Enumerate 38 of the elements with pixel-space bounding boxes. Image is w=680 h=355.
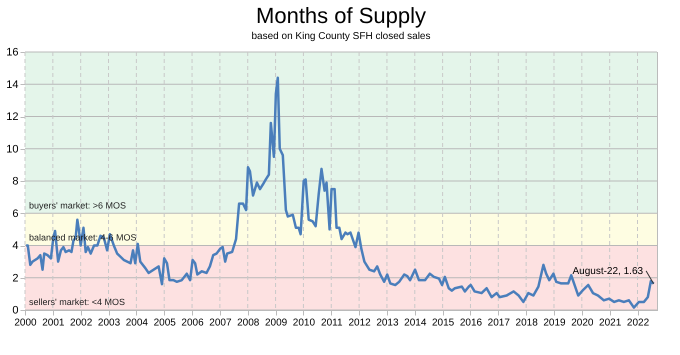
- x-tick-label: 2014: [404, 318, 427, 328]
- line-series: [24, 76, 655, 309]
- x-tick-label: 2007: [209, 318, 232, 328]
- x-tick-label: 2002: [70, 318, 93, 328]
- x-tick-label: 2001: [42, 318, 65, 328]
- y-tick-label: 2: [12, 272, 18, 284]
- x-tick-label: 2006: [181, 318, 204, 328]
- y-tick-label: 8: [12, 176, 18, 188]
- x-tick-label: 2022: [626, 318, 650, 328]
- x-tick-label: 2009: [264, 318, 288, 328]
- y-tick-label: 10: [6, 143, 18, 156]
- x-tick-label: 2016: [460, 318, 483, 328]
- x-tick-label: 2021: [599, 318, 622, 328]
- x-tick-label: 2003: [98, 318, 121, 328]
- band-label: sellers' market: <4 MOS: [29, 297, 125, 307]
- y-tick-label: 12: [6, 111, 18, 123]
- y-tick-label: 14: [6, 78, 18, 91]
- y-tick-label: 4: [12, 240, 18, 252]
- chart-title: Months of Supply: [256, 3, 426, 28]
- x-tick-label: 2004: [126, 318, 148, 328]
- y-tick-label: 16: [6, 46, 18, 58]
- x-tick-label: 2012: [348, 318, 372, 328]
- x-tick-label: 2013: [376, 318, 399, 328]
- annotation: August-22, 1.63: [572, 266, 644, 277]
- band-label: buyers' market: >6 MOS: [29, 200, 126, 210]
- x-tick-label: 2000: [14, 318, 38, 328]
- x-tick-label: 2020: [571, 318, 594, 328]
- y-tick-label: 6: [12, 208, 18, 220]
- x-tick-label: 2017: [488, 318, 510, 328]
- x-tick-label: 2010: [292, 318, 316, 328]
- y-tick-label: 0: [12, 304, 18, 316]
- x-tick-label: 2018: [516, 318, 538, 328]
- x-tick-label: 2019: [543, 318, 566, 328]
- x-tick-label: 2005: [154, 318, 176, 328]
- x-tick-label: 2015: [432, 318, 455, 328]
- chart-subtitle: based on King County SFH closed sales: [252, 31, 430, 42]
- x-tick-label: 2011: [321, 318, 343, 328]
- x-tick-label: 2008: [237, 318, 260, 328]
